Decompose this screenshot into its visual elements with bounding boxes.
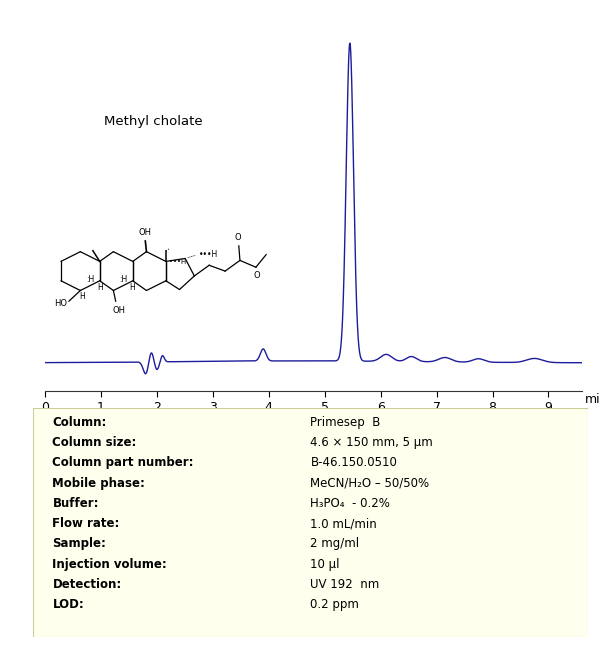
Text: Buffer:: Buffer: [52,497,99,510]
Text: O: O [253,272,260,281]
FancyBboxPatch shape [33,408,588,637]
Text: HO: HO [55,299,67,307]
Text: MeCN/H₂O – 50/50%: MeCN/H₂O – 50/50% [311,477,430,490]
Text: H₃PO₄  - 0.2%: H₃PO₄ - 0.2% [311,497,391,510]
Text: LOD:: LOD: [52,598,84,611]
Text: H: H [79,292,85,301]
Text: Injection volume:: Injection volume: [52,558,167,571]
Text: 10 μl: 10 μl [311,558,340,571]
Text: Mobile phase:: Mobile phase: [52,477,145,490]
Text: O: O [235,234,241,243]
Text: Column size:: Column size: [52,436,137,449]
Text: B-46.150.0510: B-46.150.0510 [311,457,397,470]
Text: OH: OH [113,305,125,314]
Text: H: H [129,283,134,292]
Text: 2 mg/ml: 2 mg/ml [311,537,359,551]
Text: 0.2 ppm: 0.2 ppm [311,598,359,611]
Text: 1.0 mL/min: 1.0 mL/min [311,517,377,530]
Text: min: min [585,393,600,406]
Text: UV 192  nm: UV 192 nm [311,578,380,591]
Text: •••H: •••H [169,259,187,265]
Text: :H: :H [86,276,94,284]
Text: Flow rate:: Flow rate: [52,517,120,530]
Text: Methyl cholate: Methyl cholate [104,115,202,127]
Text: Column:: Column: [52,416,107,429]
Text: •••H: •••H [199,250,218,259]
Text: Primesep  B: Primesep B [311,416,381,429]
Text: Detection:: Detection: [52,578,122,591]
Text: 4.6 × 150 mm, 5 μm: 4.6 × 150 mm, 5 μm [311,436,433,449]
Text: H: H [97,283,103,292]
Text: Sample:: Sample: [52,537,106,551]
Text: :H: :H [119,276,127,284]
Text: OH: OH [139,228,152,237]
Text: Column part number:: Column part number: [52,457,194,470]
